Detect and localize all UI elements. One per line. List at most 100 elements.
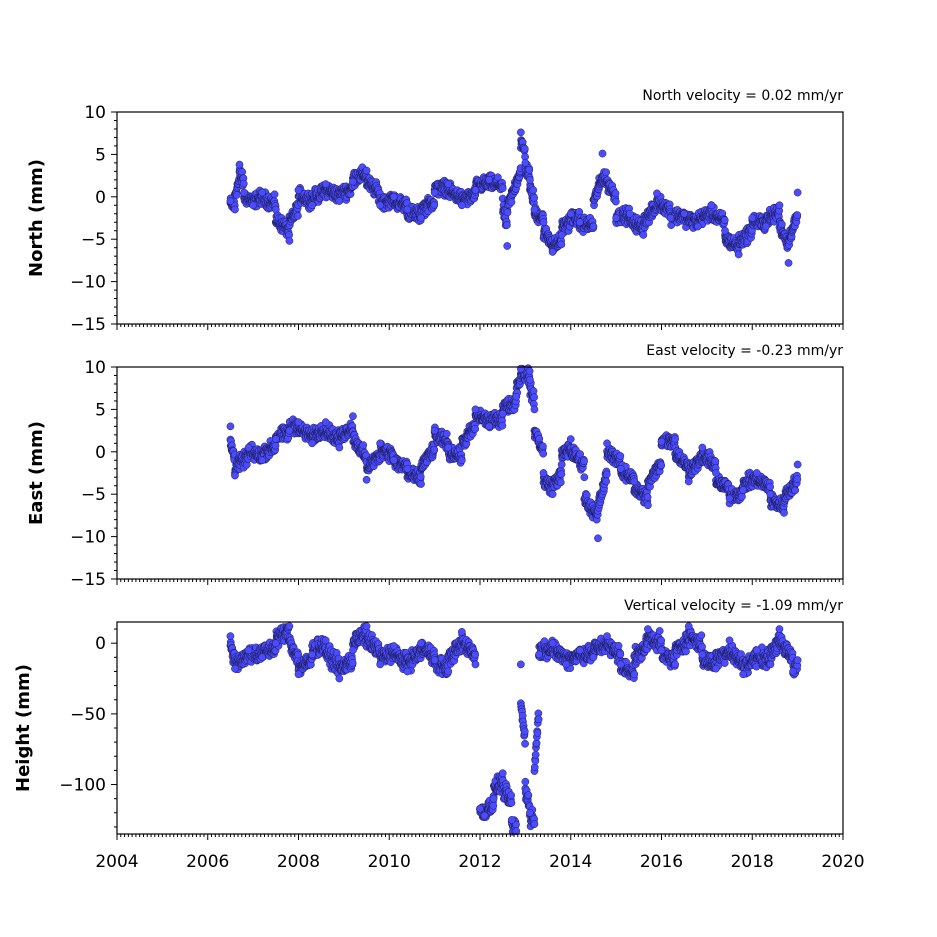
east-data-point: [376, 439, 385, 448]
north-data-point: [417, 214, 425, 222]
east-data-point: [603, 439, 611, 448]
east-velocity-title: East velocity = -0.23 mm/yr: [646, 343, 843, 359]
north-data-point: [471, 186, 480, 194]
north-data-point: [612, 214, 620, 222]
east-data-point: [430, 426, 439, 435]
north-data-point: [520, 144, 529, 153]
north-data-point: [232, 191, 241, 199]
north-data-point: [444, 180, 453, 188]
x-tick-label: 2006: [186, 852, 229, 872]
east-data-point: [389, 456, 398, 465]
east-data-point: [643, 493, 652, 501]
north-data-point: [611, 189, 620, 198]
north-data-point: [231, 205, 239, 214]
north-data-point: [693, 222, 702, 231]
north-data-point: [308, 201, 316, 210]
north-data-point: [458, 201, 466, 210]
north-data-point: [430, 201, 439, 209]
north-data-point: [721, 226, 729, 235]
east-data-point: [698, 443, 707, 452]
north-data-point: [529, 186, 538, 195]
y-tick-label: −10: [70, 528, 106, 548]
east-data-point: [498, 409, 507, 418]
north-data-point: [503, 208, 512, 217]
north-data-point: [666, 214, 675, 222]
east-data-point: [226, 422, 235, 431]
east-data-point: [566, 435, 575, 443]
height-y-axis-label: Height (mm): [13, 664, 34, 792]
east-data-point: [498, 421, 507, 430]
east-data-point: [739, 486, 748, 494]
north-data-point: [793, 188, 802, 197]
east-data-point: [793, 475, 802, 484]
east-data-point: [766, 482, 774, 491]
x-tick-label: 2010: [368, 852, 411, 872]
north-data-point: [235, 160, 244, 169]
east-data-point: [684, 477, 693, 486]
east-data-point: [271, 435, 280, 443]
x-tick-label: 2014: [549, 852, 592, 872]
north-data-point: [294, 212, 302, 220]
north-data-point: [362, 166, 371, 175]
east-data-point: [416, 472, 425, 481]
north-velocity-title: North velocity = 0.02 mm/yr: [642, 88, 843, 104]
y-tick-label: 5: [95, 400, 106, 420]
north-data-point: [680, 209, 689, 218]
vertical-velocity-title: Vertical velocity = -1.09 mm/yr: [624, 598, 843, 614]
north-panel: North velocity = 0.02 mm/yr North (mm) −…: [26, 88, 844, 335]
east-data-point: [712, 469, 720, 477]
y-tick-label: −50: [70, 705, 106, 725]
y-tick-label: 10: [84, 358, 106, 378]
east-data-point: [458, 456, 466, 465]
north-data-point: [748, 214, 757, 222]
north-data-point: [530, 205, 539, 214]
east-data-point: [335, 443, 344, 452]
north-y-axis-label: North (mm): [26, 159, 47, 277]
east-data-point: [512, 392, 521, 401]
x-tick-label: 2008: [277, 852, 320, 872]
north-data-point: [548, 248, 557, 256]
east-data-point: [602, 470, 611, 479]
north-data-point: [294, 186, 303, 194]
east-data-point: [657, 461, 666, 470]
east-data-point: [516, 364, 525, 373]
east-data-point: [539, 449, 548, 458]
east-data-point: [766, 490, 775, 499]
east-data-point: [526, 375, 534, 384]
north-data-point: [430, 188, 439, 197]
east-data-point: [359, 441, 368, 449]
east-data-point: [271, 441, 280, 450]
east-data-point: [471, 425, 480, 433]
x-tick-label: 2018: [731, 852, 774, 872]
north-data-point: [707, 201, 716, 210]
east-data-point: [231, 471, 239, 480]
north-data-point: [485, 175, 493, 184]
north-data-point: [557, 231, 566, 239]
east-data-point: [308, 439, 316, 448]
y-tick-label: −5: [81, 485, 106, 505]
north-data-point: [589, 222, 598, 231]
y-tick-label: −15: [70, 570, 106, 590]
east-data-point: [244, 443, 253, 452]
x-tick-label: 2012: [458, 852, 501, 872]
north-data-point: [625, 209, 634, 218]
east-data-point: [321, 418, 330, 426]
east-data-point: [430, 445, 439, 454]
north-data-point: [226, 197, 235, 205]
east-data-point: [580, 457, 588, 466]
east-data-point: [349, 412, 357, 421]
east-data-point: [791, 486, 800, 495]
y-tick-label: 0: [95, 188, 106, 208]
north-data-point: [494, 173, 502, 182]
east-data-point: [594, 534, 602, 543]
y-tick-label: −15: [70, 315, 106, 335]
north-data-point: [762, 222, 770, 231]
east-data-point: [616, 464, 625, 473]
east-data-point: [294, 418, 303, 426]
east-data-point: [471, 405, 480, 414]
east-data-point: [258, 456, 267, 465]
east-data-point: [738, 492, 746, 501]
east-data-point: [530, 405, 539, 414]
east-data-point: [362, 475, 371, 484]
